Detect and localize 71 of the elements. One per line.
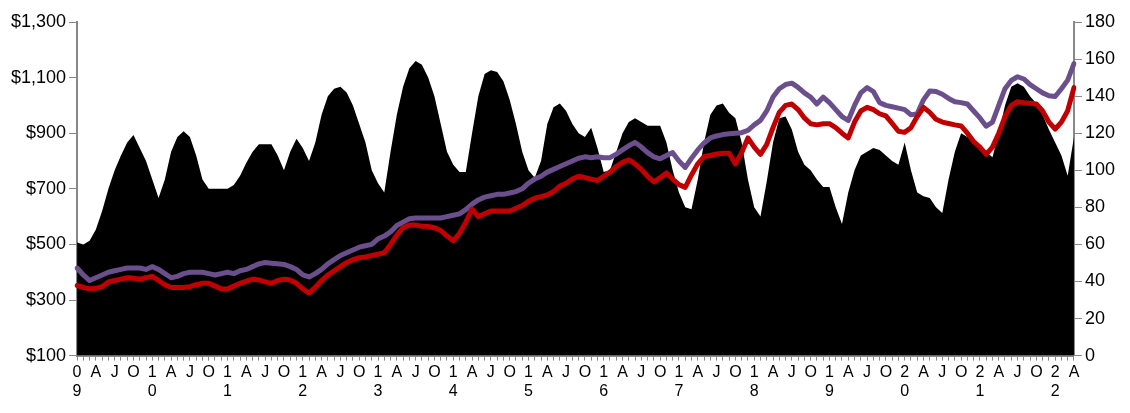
x-tick-label: O [1030,362,1043,380]
x-tick-label: A [391,362,403,380]
y2-tick-label: 180 [1084,10,1116,31]
y2-tick-label: 100 [1084,159,1116,180]
x-tick-label: A [165,362,177,380]
x-tick-label: O [653,362,667,380]
x-tick-label: A [617,362,629,380]
y-tick-label: $100 [26,344,67,365]
x-tick-label: 1 3 [373,362,383,399]
x-tick-label: A [767,362,779,380]
y-tick-label: $700 [26,177,67,198]
y2-tick-label: 120 [1084,122,1116,143]
x-tick-label: J [938,362,947,380]
x-tick-label: J [562,362,571,380]
x-tick-label: 2 2 [1050,362,1060,399]
y2-tick-label: 140 [1084,85,1116,106]
x-tick-label: O [428,362,441,380]
x-tick-label: A [316,362,328,380]
y2-tick-label: 80 [1084,196,1105,217]
x-tick-label: 1 2 [298,362,308,399]
x-tick-label: A [466,362,478,380]
x-tick-label: J [110,362,119,380]
x-tick-label: O [503,362,516,380]
y2-tick-label: 160 [1084,48,1116,69]
x-tick-label: O [729,362,742,380]
x-tick-label: 0 9 [72,362,82,399]
x-tick-label: O [879,362,893,380]
x-tick-label: O [954,362,968,380]
x-tick-label: A [541,362,553,380]
x-tick-label: 2 1 [975,362,985,399]
x-tick-label: O [277,362,291,380]
x-tick-label: J [863,362,872,380]
y2-tick-label: 60 [1084,233,1105,254]
y-tick-label: $1,300 [10,10,67,31]
x-tick-label: A [993,362,1005,380]
x-tick-label: 1 9 [824,362,834,399]
x-tick-label: J [486,362,495,380]
x-tick-label: O [804,362,817,380]
x-tick-label: 1 7 [674,362,684,399]
x-tick-label: J [787,362,796,380]
x-tick-label: A [842,362,854,380]
y-tick-label: $500 [26,233,67,254]
x-tick-label: J [185,362,194,380]
x-tick-label: J [637,362,646,380]
y2-tick-label: 40 [1084,270,1105,291]
x-tick-label: J [411,362,420,380]
x-tick-label: 1 1 [223,362,233,399]
x-tick-label: 1 8 [749,362,759,399]
x-tick-label: 1 5 [524,362,534,399]
x-tick-label: 2 0 [900,362,910,399]
x-tick-label: O [578,362,592,380]
x-tick-label: A [241,362,253,380]
x-tick-label: O [127,362,140,380]
y-tick-label: $300 [26,288,67,309]
x-tick-label: A [90,362,102,380]
y2-tick-label: 20 [1084,307,1105,328]
x-tick-label: J [261,362,270,380]
x-tick-label: 1 6 [599,362,609,399]
x-tick-label: J [712,362,721,380]
y-tick-label: $900 [26,122,67,143]
x-tick-label: J [336,362,345,380]
x-tick-label: O [202,362,215,380]
y-tick-label: $1,100 [10,66,67,87]
x-tick-label: A [918,362,930,380]
x-tick-label: A [1068,362,1080,380]
x-tick-label: 1 0 [147,362,157,399]
y2-tick-label: 0 [1084,344,1095,365]
x-tick-label: A [692,362,704,380]
x-tick-label: J [1013,362,1022,380]
x-tick-label: 1 4 [448,362,458,399]
x-tick-label: O [352,362,366,380]
